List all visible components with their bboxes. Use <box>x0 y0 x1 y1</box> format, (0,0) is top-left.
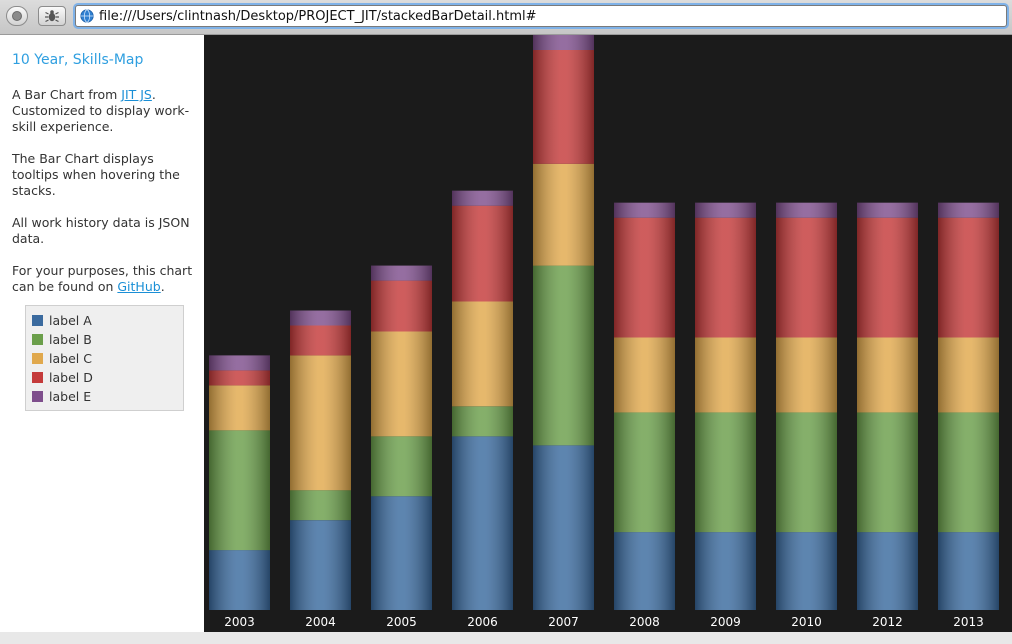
bar-segment[interactable] <box>938 532 999 610</box>
legend-swatch <box>32 334 43 345</box>
x-tick-label: 2007 <box>548 615 579 629</box>
bar-segment[interactable] <box>938 412 999 533</box>
globe-icon <box>80 9 94 23</box>
legend-swatch <box>32 353 43 364</box>
sidebar: 10 Year, Skills-Map A Bar Chart from JIT… <box>0 35 204 632</box>
bar-segment[interactable] <box>533 50 594 164</box>
jit-js-link[interactable]: JIT JS <box>121 87 152 102</box>
json-paragraph: All work history data is JSON data. <box>12 215 190 246</box>
bar-segment[interactable] <box>614 202 675 218</box>
bar-segment[interactable] <box>209 355 270 371</box>
x-tick-label: 2012 <box>872 615 903 629</box>
bar-segment[interactable] <box>614 337 675 413</box>
x-tick-label: 2005 <box>386 615 417 629</box>
bar-segment[interactable] <box>533 35 594 50</box>
bar-segment[interactable] <box>452 436 513 610</box>
legend-label: label B <box>49 332 92 347</box>
debug-button[interactable] <box>38 6 66 26</box>
bar-segment[interactable] <box>695 202 756 218</box>
x-tick-label: 2008 <box>629 615 660 629</box>
bar-segment[interactable] <box>533 445 594 610</box>
bar-segment[interactable] <box>290 520 351 610</box>
x-tick-label: 2006 <box>467 615 498 629</box>
bar-segment[interactable] <box>371 265 432 281</box>
bar-segment[interactable] <box>533 265 594 446</box>
legend-label: label D <box>49 370 93 385</box>
bar-segment[interactable] <box>695 337 756 413</box>
x-tick-label: 2009 <box>710 615 741 629</box>
page-title: 10 Year, Skills-Map <box>12 52 144 68</box>
bar-segment[interactable] <box>938 202 999 218</box>
bar-segment[interactable] <box>776 337 837 413</box>
bar-segment[interactable] <box>938 217 999 338</box>
chart-legend: label A label B label C label D label E <box>25 305 184 411</box>
intro-text-end: . Customized to display work-skill exper… <box>12 87 190 134</box>
bar-segment[interactable] <box>857 202 918 218</box>
bar-segment[interactable] <box>776 202 837 218</box>
bar-segment[interactable] <box>452 190 513 206</box>
bar-segment[interactable] <box>452 205 513 302</box>
stacked-bar-chart: 2003 2004 2005 2006 2007 2008 2009 2010 2012 2013 <box>209 35 999 629</box>
legend-item: label E <box>26 387 183 406</box>
legend-item: label A <box>26 311 183 330</box>
x-tick-label: 2013 <box>953 615 984 629</box>
intro-text: A Bar Chart from <box>12 87 122 102</box>
bar-segment[interactable] <box>776 412 837 533</box>
bar-segment[interactable] <box>857 532 918 610</box>
bar-segment[interactable] <box>452 406 513 437</box>
bar-segment[interactable] <box>938 337 999 413</box>
bar-segment[interactable] <box>209 370 270 386</box>
x-tick-label: 2003 <box>224 615 255 629</box>
chart-area: 2003 2004 2005 2006 2007 2008 2009 2010 2012 2013 <box>204 35 1012 632</box>
stop-button[interactable] <box>6 6 28 26</box>
legend-label: label E <box>49 389 92 404</box>
bar-segment[interactable] <box>857 337 918 413</box>
legend-item: label D <box>26 368 183 387</box>
stop-icon <box>12 11 22 21</box>
bar-segment[interactable] <box>533 163 594 266</box>
bar-segment[interactable] <box>614 217 675 338</box>
bar-segment[interactable] <box>695 412 756 533</box>
legend-label: label C <box>49 351 92 366</box>
bar-segment[interactable] <box>290 325 351 356</box>
bar-segment[interactable] <box>695 532 756 610</box>
bar-segment[interactable] <box>209 430 270 551</box>
bar-segment[interactable] <box>209 550 270 610</box>
github-link[interactable]: GitHub <box>117 279 161 294</box>
bug-icon <box>45 10 59 23</box>
bar-segment[interactable] <box>452 301 513 407</box>
legend-item: label C <box>26 349 183 368</box>
legend-label: label A <box>49 313 92 328</box>
bar-segment[interactable] <box>290 310 351 326</box>
x-tick-label: 2004 <box>305 615 336 629</box>
github-text: For your purposes, this chart can be fou… <box>12 263 193 294</box>
url-text: file:///Users/clintnash/Desktop/PROJECT_… <box>99 8 537 24</box>
bar-segment[interactable] <box>371 331 432 437</box>
status-strip <box>0 632 1012 644</box>
bar-segment[interactable] <box>371 280 432 332</box>
legend-item: label B <box>26 330 183 349</box>
address-bar[interactable]: file:///Users/clintnash/Desktop/PROJECT_… <box>75 5 1007 27</box>
bar-segment[interactable] <box>290 355 351 491</box>
github-text-end: . <box>160 279 165 294</box>
bar-segment[interactable] <box>857 412 918 533</box>
bar-segment[interactable] <box>290 490 351 521</box>
bar-segment[interactable] <box>614 412 675 533</box>
bar-segment[interactable] <box>614 532 675 610</box>
bar-segment[interactable] <box>695 217 756 338</box>
legend-swatch <box>32 372 43 383</box>
legend-swatch <box>32 391 43 402</box>
bar-segment[interactable] <box>371 436 432 497</box>
x-tick-label: 2010 <box>791 615 822 629</box>
bar-segment[interactable] <box>371 496 432 610</box>
browser-toolbar: file:///Users/clintnash/Desktop/PROJECT_… <box>0 0 1012 35</box>
legend-swatch <box>32 315 43 326</box>
bar-segment[interactable] <box>776 217 837 338</box>
bar-segment[interactable] <box>209 385 270 431</box>
bar-segment[interactable] <box>776 532 837 610</box>
github-paragraph: For your purposes, this chart can be fou… <box>12 263 200 295</box>
tooltip-paragraph: The Bar Chart displays tooltips when hov… <box>12 151 180 198</box>
intro-paragraph: A Bar Chart from JIT JS. Customized to d… <box>12 87 200 135</box>
bar-segment[interactable] <box>857 217 918 338</box>
